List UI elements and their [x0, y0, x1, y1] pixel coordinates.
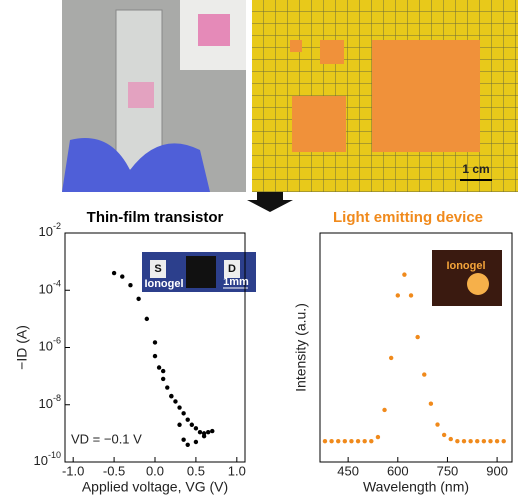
grid-photo: 1 cm	[252, 0, 518, 192]
data-point	[388, 355, 394, 361]
inset-label: Ionogel	[446, 260, 485, 272]
data-point	[329, 438, 334, 444]
data-point	[461, 438, 467, 444]
data-point	[210, 428, 215, 434]
data-point	[156, 365, 162, 370]
data-point	[408, 293, 414, 298]
data-point	[144, 316, 150, 322]
x-axis-label: Applied voltage, VG (V)	[82, 479, 228, 495]
data-point	[177, 422, 182, 427]
data-point	[193, 426, 199, 431]
data-point	[189, 422, 195, 427]
data-point	[369, 438, 374, 444]
y-axis-label: −ID (A)	[14, 325, 30, 370]
x-axis-label: Wavelength (nm)	[363, 479, 469, 495]
data-point	[422, 372, 427, 377]
inset-tft	[142, 252, 256, 292]
arrow	[247, 192, 293, 212]
x-tick-label: 450	[337, 463, 359, 478]
y-tick-label: 10-4	[39, 279, 61, 297]
data-point	[201, 431, 207, 436]
data-point	[177, 405, 182, 410]
data-point	[205, 429, 211, 435]
chart-title: Thin-film transistor	[87, 209, 224, 226]
data-point	[181, 411, 186, 416]
data-point	[152, 353, 158, 359]
y-tick-label: 10-8	[39, 393, 61, 411]
data-point	[435, 422, 440, 427]
data-point	[120, 274, 125, 279]
data-point	[349, 438, 354, 444]
inset-label: 1mm	[223, 276, 249, 288]
x-tick-label: 900	[486, 463, 508, 478]
data-point	[375, 434, 381, 440]
scale-bar-label: 1 cm	[462, 162, 489, 176]
data-point	[382, 407, 387, 413]
chart-title: Light emitting device	[333, 209, 483, 226]
data-point	[362, 438, 367, 444]
x-tick-label: -0.5	[103, 463, 125, 478]
inset-led	[432, 250, 502, 306]
data-point	[197, 429, 203, 435]
x-tick-label: 600	[387, 463, 409, 478]
y-axis-label: Intensity (a.u.)	[293, 303, 309, 392]
data-point	[501, 438, 506, 444]
data-point	[415, 334, 420, 340]
data-point	[152, 340, 158, 345]
annotation: VD = −0.1 V	[71, 431, 142, 446]
data-point	[136, 296, 141, 302]
y-tick-label: 10-6	[39, 336, 61, 354]
inset-label: D	[228, 263, 236, 275]
data-point	[193, 439, 199, 445]
x-tick-label: 0.5	[187, 463, 205, 478]
data-point	[475, 438, 480, 444]
x-tick-label: -1.0	[62, 463, 84, 478]
x-tick-label: 0.0	[146, 463, 164, 478]
data-point	[441, 432, 447, 438]
x-tick-label: 1.0	[228, 463, 246, 478]
data-point	[428, 401, 434, 406]
data-point	[173, 399, 178, 404]
data-point	[185, 442, 190, 447]
data-point	[395, 293, 400, 298]
data-point	[481, 438, 487, 444]
data-point	[185, 417, 190, 422]
data-point	[128, 283, 133, 288]
y-tick-label: 10-10	[34, 450, 61, 468]
data-point	[111, 270, 117, 276]
y-tick-label: 10-2	[39, 221, 61, 239]
data-point	[355, 438, 361, 444]
plot-frame	[319, 232, 513, 463]
data-point	[342, 438, 348, 444]
data-point	[455, 438, 460, 444]
data-point	[488, 438, 493, 444]
vial-photo	[62, 0, 246, 192]
x-tick-label: 750	[437, 463, 459, 478]
data-point	[322, 438, 328, 444]
data-point	[468, 438, 473, 444]
data-point	[402, 272, 407, 277]
data-point	[336, 438, 341, 444]
inset-label: S	[154, 263, 161, 275]
data-point	[160, 368, 166, 374]
data-point	[181, 437, 186, 442]
inset-label: Ionogel	[144, 278, 183, 290]
data-point	[169, 393, 174, 399]
data-point	[494, 438, 500, 444]
data-point	[160, 376, 166, 382]
data-point	[448, 436, 453, 442]
data-point	[165, 385, 170, 390]
